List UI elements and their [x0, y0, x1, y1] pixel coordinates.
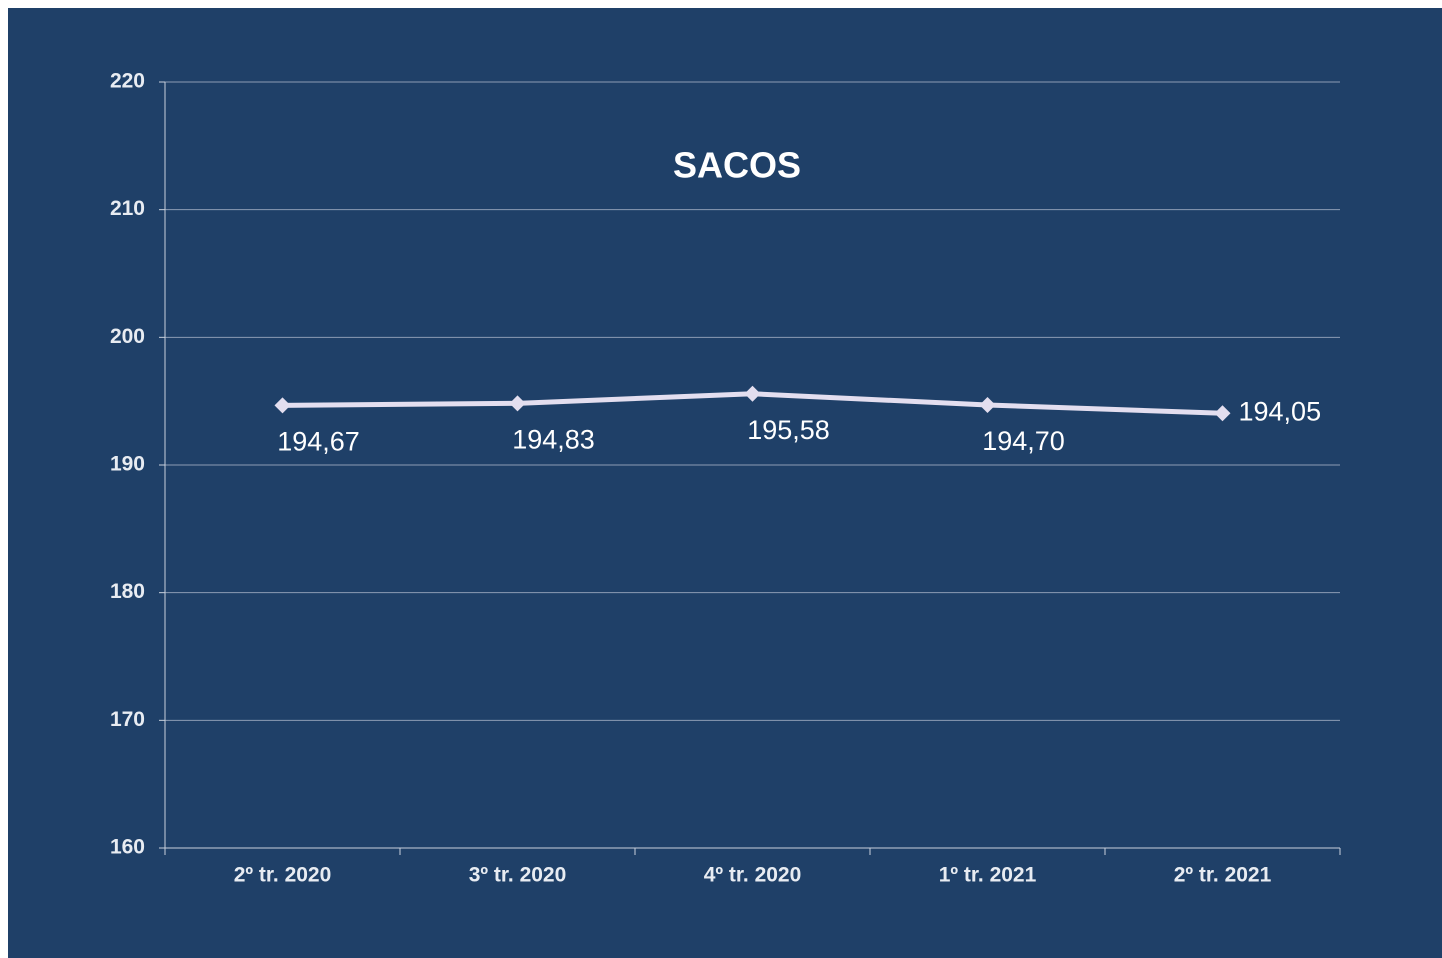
y-tick-label: 210: [110, 197, 145, 220]
y-tick-label: 160: [110, 836, 145, 859]
x-tick-label: 2º tr. 2021: [1174, 864, 1272, 887]
y-tick-label: 220: [110, 70, 145, 93]
marker: [979, 396, 996, 413]
marker: [509, 395, 526, 412]
value-label: 195,58: [747, 415, 830, 445]
x-tick-label: 3º tr. 2020: [469, 864, 567, 887]
y-tick-label: 170: [110, 708, 145, 731]
marker: [744, 385, 761, 402]
y-tick-label: 190: [110, 453, 145, 476]
value-label: 194,70: [982, 426, 1065, 456]
marker: [1214, 405, 1231, 422]
x-tick-label: 4º tr. 2020: [704, 864, 802, 887]
value-label: 194,05: [1239, 396, 1322, 426]
chart-background: [8, 8, 1442, 958]
y-tick-label: 200: [110, 325, 145, 348]
value-label: 194,67: [277, 427, 360, 457]
x-tick-label: 1º tr. 2021: [939, 864, 1037, 887]
chart-title: SACOS: [673, 145, 801, 186]
marker: [274, 397, 291, 414]
y-tick-label: 180: [110, 580, 145, 603]
value-label: 194,83: [512, 424, 595, 454]
x-tick-label: 2º tr. 2020: [234, 864, 332, 887]
